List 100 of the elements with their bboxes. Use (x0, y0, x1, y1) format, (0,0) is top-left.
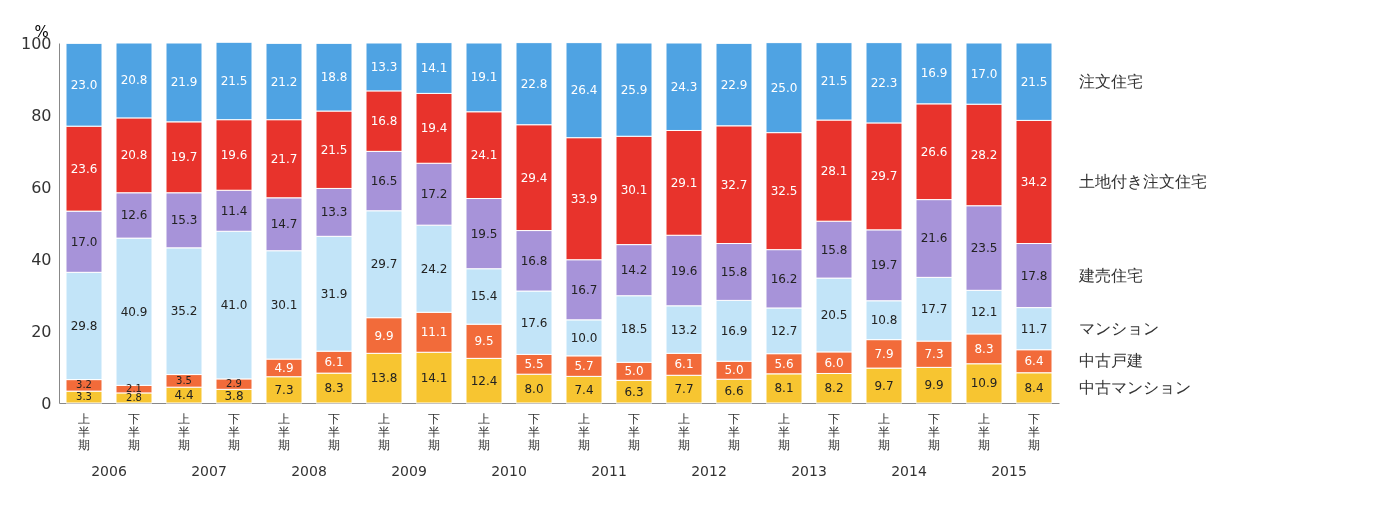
text: 2006 (91, 463, 127, 479)
data-label: 17.8 (1020, 268, 1048, 283)
y-tick-label: 60 (31, 177, 52, 197)
data-label: 40.9 (120, 304, 148, 319)
data-label: 6.3 (624, 384, 644, 399)
data-label: 17.0 (70, 234, 98, 249)
x-tick-label: 上半期 (478, 411, 490, 452)
x-tick-label: 下半期 (128, 411, 140, 452)
data-label: 21.7 (270, 151, 298, 166)
data-label: 16.8 (520, 253, 548, 268)
data-label: 9.5 (474, 334, 494, 349)
data-label: 2.9 (226, 378, 242, 390)
x-tick-label: 上半期 (178, 411, 190, 452)
data-label: 17.2 (420, 187, 448, 202)
data-label: 6.1 (324, 355, 344, 370)
text: 2013 (791, 463, 827, 479)
x-tick-label: 下半期 (328, 411, 340, 452)
data-label: 29.1 (670, 175, 698, 190)
data-label: 21.5 (220, 73, 248, 88)
data-label: 4.9 (274, 360, 294, 375)
data-label: 19.7 (870, 258, 898, 273)
data-label: 16.5 (370, 174, 398, 189)
data-label: 11.4 (220, 203, 248, 218)
data-label: 6.4 (1024, 354, 1044, 369)
x-tick-label: 上半期 (78, 411, 90, 452)
data-label: 5.0 (724, 363, 744, 378)
x-tick-label: 上半期 (678, 411, 690, 452)
data-label: 21.2 (270, 74, 298, 89)
data-label: 16.8 (370, 114, 398, 129)
data-label: 8.2 (824, 381, 844, 396)
data-label: 20.8 (120, 73, 148, 88)
y-tick-label: 40 (31, 249, 52, 269)
data-label: 15.3 (170, 213, 198, 228)
data-label: 13.2 (670, 322, 698, 337)
data-label: 33.9 (570, 191, 598, 206)
data-label: 16.9 (920, 66, 948, 81)
text: 2008 (291, 463, 327, 479)
data-label: 12.4 (470, 373, 498, 388)
data-label: 19.7 (170, 150, 198, 165)
data-label: 21.9 (170, 75, 198, 90)
data-label: 15.8 (720, 264, 748, 279)
data-label: 8.4 (1024, 380, 1044, 395)
data-label: 21.6 (920, 231, 948, 246)
data-label: 22.9 (720, 77, 748, 92)
text: 2012 (691, 463, 727, 479)
data-label: 35.2 (170, 304, 198, 319)
data-label: 20.8 (120, 148, 148, 163)
data-label: 7.4 (574, 382, 594, 397)
data-label: 7.3 (924, 347, 944, 362)
data-label: 13.8 (370, 371, 398, 386)
series-label: 建売住宅 (1078, 265, 1143, 285)
data-label: 3.2 (76, 379, 92, 391)
data-label: 11.1 (420, 325, 448, 340)
data-label: 26.6 (920, 144, 948, 159)
x-tick-label: 上半期 (578, 411, 590, 452)
data-label: 20.5 (820, 307, 848, 322)
data-label: 30.1 (270, 297, 298, 312)
data-label: 29.7 (370, 257, 398, 272)
data-label: 8.3 (974, 341, 994, 356)
y-tick-label: 80 (31, 105, 52, 125)
data-label: 23.5 (970, 241, 998, 256)
data-label: 19.1 (470, 70, 498, 85)
series-label: 中古マンション (1079, 377, 1191, 397)
text: 2007 (191, 463, 227, 479)
data-label: 9.7 (874, 378, 894, 393)
data-label: 9.9 (374, 328, 394, 343)
data-label: 32.7 (720, 177, 748, 192)
data-label: 28.1 (820, 163, 848, 178)
series-label: 注文住宅 (1079, 71, 1143, 91)
data-label: 21.5 (820, 74, 848, 89)
data-label: 18.8 (320, 70, 348, 85)
data-label: 8.1 (774, 381, 794, 396)
data-label: 5.6 (774, 356, 794, 371)
series-label: 土地付き注文住宅 (1079, 171, 1207, 191)
text: 2010 (491, 463, 527, 479)
data-label: 14.7 (270, 217, 298, 232)
data-label: 23.0 (70, 77, 98, 92)
data-label: 15.8 (820, 242, 848, 257)
data-label: 11.7 (1020, 321, 1048, 336)
text: 2015 (991, 463, 1027, 479)
x-tick-label: 下半期 (428, 411, 440, 452)
data-label: 29.8 (70, 318, 98, 333)
data-label: 6.6 (724, 384, 744, 399)
y-tick-label: 0 (41, 393, 52, 413)
data-label: 17.6 (520, 315, 548, 330)
x-tick-label: 上半期 (778, 411, 790, 452)
data-label: 14.2 (620, 263, 648, 278)
data-label: 7.9 (874, 346, 894, 361)
data-label: 3.8 (224, 389, 244, 404)
data-label: 19.6 (670, 263, 698, 278)
data-label: 3.5 (176, 374, 192, 386)
data-label: 8.0 (524, 381, 544, 396)
data-label: 32.5 (770, 184, 798, 199)
data-label: 16.9 (720, 323, 748, 338)
data-label: 25.0 (770, 80, 798, 95)
data-label: 22.8 (520, 76, 548, 91)
data-label: 5.0 (624, 364, 644, 379)
data-label: 19.6 (220, 147, 248, 162)
data-label: 10.9 (970, 376, 998, 391)
data-label: 3.3 (76, 391, 92, 403)
